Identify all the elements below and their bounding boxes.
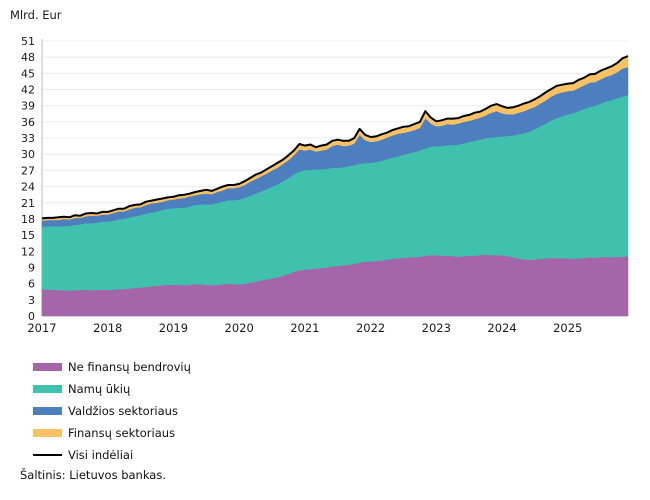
x-tick-label: 2020 [225,321,254,335]
legend-item-finansu-sektoriaus: Finansų sektoriaus [33,422,191,444]
legend-label: Namų ūkių [68,382,131,396]
y-tick-label: 27 [21,164,35,177]
y-tick-label: 48 [21,51,35,64]
y-tick-label: 51 [21,35,35,48]
y-tick-label: 42 [21,84,35,97]
teal-area-swatch-icon [33,385,62,393]
legend-item-visi-indeliai: Visi indėliai [33,444,191,466]
yellow-area-swatch-icon [33,429,62,437]
y-tick-label: 15 [21,229,35,242]
stacked-areas [41,55,629,317]
y-axis-unit-label: Mlrd. Eur [10,8,62,22]
x-tick-label: 2021 [290,321,319,335]
x-tick-label: 2023 [422,321,451,335]
y-tick-label: 33 [21,132,35,145]
y-tick-label: 39 [21,100,35,113]
x-tick-label: 2018 [93,321,122,335]
legend-item-valdzios-sektoriaus: Valdžios sektoriaus [33,400,191,422]
source-note: Šaltinis: Lietuvos bankas. [20,468,167,482]
total-deposits-line [41,55,629,220]
legend-item-namu-ukiu: Namų ūkių [33,378,191,400]
x-tick-label: 2017 [27,321,56,335]
y-tick-label: 18 [21,213,35,226]
y-tick-label: 21 [21,197,35,210]
x-tick-label: 2019 [159,321,188,335]
y-tick-label: 45 [21,67,35,80]
y-tick-label: 24 [21,181,35,194]
y-tick-label: 3 [28,294,35,307]
y-tick-label: 0 [28,310,35,323]
x-tick-label: 2025 [553,321,582,335]
legend-label: Valdžios sektoriaus [68,404,178,418]
y-tick-label: 12 [21,245,35,258]
legend-label: Ne finansų bendrovių [68,360,191,374]
y-tick-label: 9 [28,261,35,274]
black-line-swatch-icon [33,454,62,456]
x-tick-label: 2022 [356,321,385,335]
y-tick-label: 36 [21,116,35,129]
purple-area-swatch-icon [33,363,62,371]
legend-label: Visi indėliai [68,448,134,462]
x-axis-tick-labels: 2017 2018 2019 2020 2021 2022 2023 2024 2025 [27,321,582,335]
y-tick-label: 30 [21,148,35,161]
blue-area-swatch-icon [33,407,62,415]
legend-label: Finansų sektoriaus [68,426,176,440]
chart-legend: Ne finansų bendrovių Namų ūkių Valdžios … [33,356,191,466]
legend-item-ne-finansu-bendroviu: Ne finansų bendrovių [33,356,191,378]
y-tick-label: 6 [28,278,35,291]
x-tick-label: 2024 [487,321,516,335]
